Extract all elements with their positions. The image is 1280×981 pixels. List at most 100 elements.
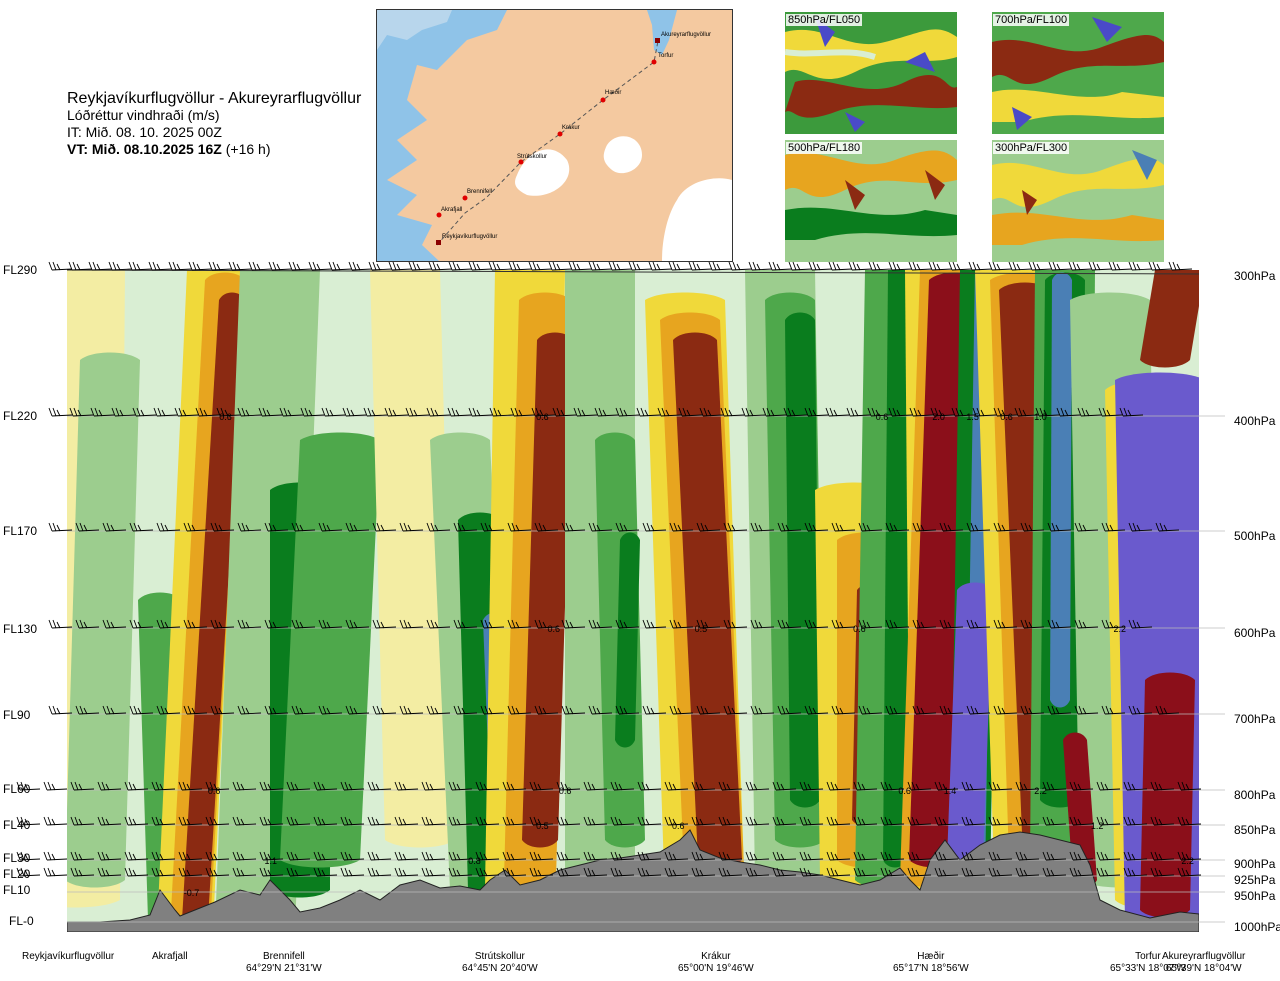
wind-barb-feather [124, 867, 129, 877]
wind-barb [480, 619, 505, 629]
wind-barb-shaft [371, 268, 393, 271]
wind-barb [70, 816, 95, 826]
wind-barb-feather [20, 781, 25, 791]
wind-barb-feather [560, 781, 565, 791]
wind-barb-feather [722, 851, 727, 861]
wind-barb-feather [672, 853, 677, 861]
wind-barb-shaft [262, 858, 284, 861]
wind-barb-shaft [791, 268, 813, 271]
wind-barb [502, 867, 527, 877]
wind-barb-feather [283, 407, 288, 417]
wind-barb [308, 261, 333, 271]
wind-barb [1035, 407, 1060, 417]
wind-barb-feather [430, 705, 435, 715]
wind-barb-feather [615, 705, 620, 715]
thumbnail-300hpa[interactable]: 300hPa/FL300 [992, 140, 1164, 262]
wind-barb-feather [245, 524, 250, 532]
wind-barb-feather [640, 407, 645, 417]
wind-barb-feather [268, 522, 273, 532]
wind-barb [75, 522, 100, 532]
wind-barb-feather [1185, 783, 1190, 791]
thumbnail-500hpa[interactable]: 500hPa/FL180 [785, 140, 957, 262]
wind-barb-feather [101, 867, 106, 877]
wind-barb-feather [425, 851, 430, 861]
wind-barb-shaft [883, 874, 905, 877]
station-name: Krákur [701, 951, 731, 962]
wind-barb-feather [398, 867, 403, 877]
wind-barb-shaft [694, 823, 716, 826]
wind-barb-feather [1127, 781, 1132, 791]
thumbnail-850hpa[interactable]: 850hPa/FL050 [785, 12, 957, 134]
wind-barb [426, 407, 451, 417]
wind-barb-feather [772, 816, 777, 826]
wind-barb-shaft [829, 788, 851, 791]
wind-barb-feather [213, 783, 218, 791]
wind-barb-shaft [316, 788, 338, 791]
wind-barb-feather [161, 409, 166, 417]
wind-barb [556, 781, 581, 791]
wind-barb [858, 522, 883, 532]
wind-barb-feather [510, 407, 515, 417]
wind-barb-feather [1014, 407, 1019, 417]
wind-barb [988, 867, 1013, 877]
wind-barb [394, 851, 419, 861]
route-map-svg: Akureyrarflugvöllur Torfur Hæðir Krákur … [377, 10, 732, 261]
wind-barb [168, 261, 193, 271]
wind-barb-feather [479, 867, 484, 877]
wind-barb-feather [1155, 522, 1160, 532]
wind-barb-feather [829, 407, 834, 417]
wind-barb-shaft [711, 268, 733, 271]
wind-barb-feather [124, 781, 129, 791]
annotation-value: 1.1 [265, 856, 278, 866]
wind-barb [846, 407, 871, 417]
wind-barb [588, 619, 613, 629]
wind-barb-feather [182, 781, 187, 791]
wind-barb-feather [1046, 867, 1051, 877]
wind-barb-feather [128, 851, 133, 861]
wind-barb-feather [318, 522, 323, 532]
wind-barb-feather [1023, 818, 1028, 826]
wind-barb-feather [461, 621, 466, 629]
wind-barb-feather [915, 869, 920, 877]
wind-barb-feather [911, 851, 916, 861]
wind-barb-shaft [154, 858, 176, 861]
wind-barb-shaft [316, 874, 338, 877]
wind-barb-feather [1177, 781, 1182, 791]
wind-barb-feather [911, 781, 916, 791]
wind-barb-feather [187, 705, 192, 715]
wind-barb-feather [340, 867, 345, 877]
wind-barb-shaft [402, 626, 424, 629]
wind-barb-shaft [1180, 823, 1202, 826]
wind-barb [43, 816, 68, 826]
wind-barb-shaft [640, 788, 662, 791]
wind-barb-shaft [105, 712, 127, 715]
wind-barb-feather [938, 816, 943, 826]
wind-barb-feather [980, 409, 985, 417]
wind-barb-feather [220, 407, 225, 417]
wind-barb-feather [212, 261, 217, 271]
wind-barb [70, 851, 95, 861]
wind-barb-shaft [726, 626, 748, 629]
wind-barb-feather [1047, 705, 1052, 715]
wind-barb-feather [52, 261, 57, 271]
wind-barb [968, 261, 993, 271]
wind-barb-feather [889, 522, 894, 532]
wind-barb [232, 781, 257, 791]
wind-barb-feather [456, 263, 461, 271]
wind-barb [156, 619, 181, 629]
wind-barb-feather [137, 707, 142, 715]
map-glacier-hofsjokull [603, 136, 642, 174]
wind-barb-shaft [888, 529, 910, 532]
thumbnail-700hpa[interactable]: 700hPa/FL100 [992, 12, 1164, 134]
wind-barb-feather [74, 851, 79, 861]
wind-barb [988, 851, 1013, 861]
wind-barb-feather [645, 818, 650, 826]
wind-barb-feather [483, 818, 488, 826]
wind-barb-feather [861, 869, 866, 877]
wind-barb-feather [803, 867, 808, 877]
wind-barb-feather [1015, 781, 1020, 791]
wind-barb [399, 619, 424, 629]
wind-barb [1128, 619, 1153, 629]
wind-barb-feather [996, 263, 1001, 271]
wind-barb-feather [836, 263, 841, 271]
